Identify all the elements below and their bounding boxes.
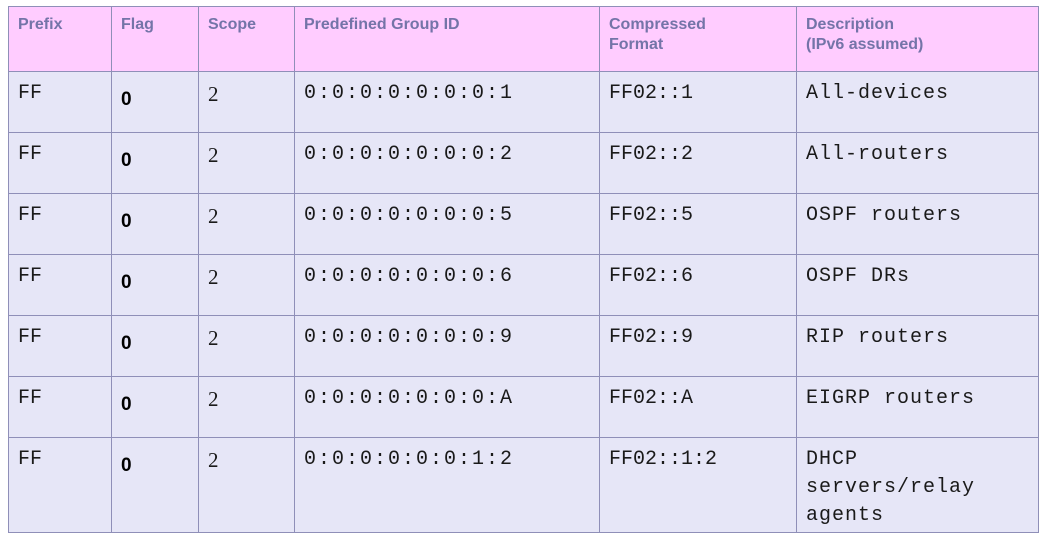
cell-scope: 2 <box>198 71 295 133</box>
cell-group-id: 0:0:0:0:0:0:0:A <box>294 376 600 438</box>
table-row: FF 0 2 0:0:0:0:0:0:0:A FF02::A EIGRP rou… <box>8 376 1039 438</box>
cell-description: RIP routers <box>796 315 1039 377</box>
cell-compressed: FF02::1:2 <box>599 437 797 533</box>
cell-prefix: FF <box>8 193 112 255</box>
cell-scope: 2 <box>198 254 295 316</box>
cell-prefix: FF <box>8 254 112 316</box>
cell-prefix: FF <box>8 376 112 438</box>
header-scope: Scope <box>198 6 295 72</box>
cell-group-id: 0:0:0:0:0:0:0:6 <box>294 254 600 316</box>
cell-flag: 0 <box>111 254 199 316</box>
header-description-line1: Description <box>806 16 895 33</box>
cell-group-id: 0:0:0:0:0:0:0:1 <box>294 71 600 133</box>
header-description: Description (IPv6 assumed) <box>796 6 1039 72</box>
description-line: DHCP <box>806 448 859 471</box>
table-row: FF 0 2 0:0:0:0:0:0:1:2 FF02::1:2 DHCP se… <box>8 437 1039 533</box>
header-compressed-line2: Format <box>609 36 664 53</box>
cell-description: All-routers <box>796 132 1039 194</box>
cell-compressed: FF02::2 <box>599 132 797 194</box>
cell-description: DHCP servers/relay agents <box>796 437 1039 533</box>
cell-group-id: 0:0:0:0:0:0:0:2 <box>294 132 600 194</box>
table-row: FF 0 2 0:0:0:0:0:0:0:5 FF02::5 OSPF rout… <box>8 193 1039 255</box>
table-row: FF 0 2 0:0:0:0:0:0:0:9 FF02::9 RIP route… <box>8 315 1039 377</box>
cell-description: OSPF routers <box>796 193 1039 255</box>
cell-prefix: FF <box>8 132 112 194</box>
header-compressed-line1: Compressed <box>609 16 706 33</box>
cell-group-id: 0:0:0:0:0:0:0:5 <box>294 193 600 255</box>
table-row: FF 0 2 0:0:0:0:0:0:0:6 FF02::6 OSPF DRs <box>8 254 1039 316</box>
cell-flag: 0 <box>111 71 199 133</box>
description-line: agents <box>806 504 885 527</box>
cell-flag: 0 <box>111 132 199 194</box>
cell-prefix: FF <box>8 71 112 133</box>
cell-compressed: FF02::1 <box>599 71 797 133</box>
cell-compressed: FF02::5 <box>599 193 797 255</box>
cell-compressed: FF02::9 <box>599 315 797 377</box>
header-group-id: Predefined Group ID <box>294 6 600 72</box>
cell-prefix: FF <box>8 315 112 377</box>
header-prefix: Prefix <box>8 6 112 72</box>
cell-flag: 0 <box>111 315 199 377</box>
cell-flag: 0 <box>111 376 199 438</box>
cell-scope: 2 <box>198 376 295 438</box>
cell-compressed: FF02::A <box>599 376 797 438</box>
cell-scope: 2 <box>198 193 295 255</box>
table-row: FF 0 2 0:0:0:0:0:0:0:2 FF02::2 All-route… <box>8 132 1039 194</box>
table-row: FF 0 2 0:0:0:0:0:0:0:1 FF02::1 All-devic… <box>8 71 1039 133</box>
cell-description: All-devices <box>796 71 1039 133</box>
cell-flag: 0 <box>111 437 199 533</box>
cell-description: EIGRP routers <box>796 376 1039 438</box>
header-flag: Flag <box>111 6 199 72</box>
header-description-line2: (IPv6 assumed) <box>806 36 924 53</box>
header-compressed: Compressed Format <box>599 6 797 72</box>
cell-description: OSPF DRs <box>796 254 1039 316</box>
header-row: Prefix Flag Scope Predefined Group ID Co… <box>8 6 1039 72</box>
cell-scope: 2 <box>198 315 295 377</box>
cell-scope: 2 <box>198 437 295 533</box>
description-line: servers/relay <box>806 476 976 499</box>
cell-group-id: 0:0:0:0:0:0:1:2 <box>294 437 600 533</box>
cell-flag: 0 <box>111 193 199 255</box>
cell-scope: 2 <box>198 132 295 194</box>
ipv6-multicast-table: Prefix Flag Scope Predefined Group ID Co… <box>8 6 1039 533</box>
cell-compressed: FF02::6 <box>599 254 797 316</box>
cell-group-id: 0:0:0:0:0:0:0:9 <box>294 315 600 377</box>
cell-prefix: FF <box>8 437 112 533</box>
